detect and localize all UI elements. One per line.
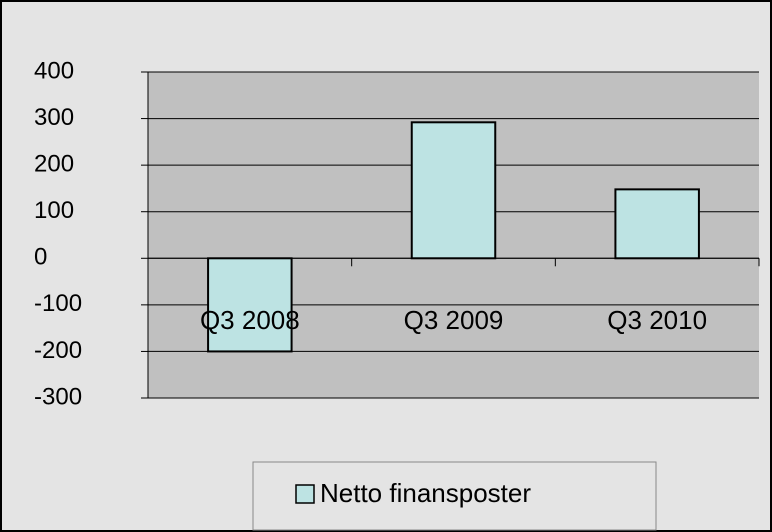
bar [614, 188, 700, 260]
bars [207, 121, 700, 353]
x-tick-label: Q3 2010 [607, 305, 707, 335]
bar [410, 121, 497, 260]
legend-label: Netto finansposter [320, 478, 531, 508]
y-tick-label: 200 [34, 150, 74, 177]
axes: -300 -200 -100 0 100 200 300 400 Q3 2008 Q3 2009 Q… [34, 57, 760, 410]
y-tick-label: 0 [34, 244, 47, 271]
y-tick-label: -200 [34, 337, 82, 364]
x-tick-label: Q3 2009 [404, 305, 504, 335]
y-tick-label: -100 [34, 290, 82, 317]
y-tick-label: -300 [34, 383, 82, 410]
y-tick-label: 100 [34, 197, 74, 224]
legend-box [252, 461, 657, 531]
x-tick-label: Q3 2008 [200, 305, 300, 335]
legend-swatch [295, 484, 315, 504]
bar [207, 257, 293, 353]
y-tick-label: 400 [34, 57, 74, 84]
y-tick-label: 300 [34, 104, 74, 131]
